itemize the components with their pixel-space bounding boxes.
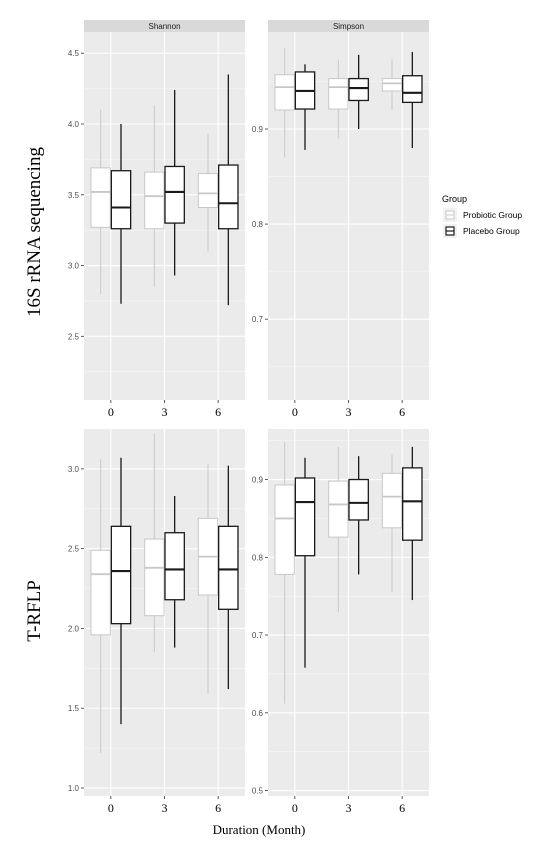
facet-strip-label: Simpson xyxy=(333,22,364,31)
box-iqr xyxy=(328,78,349,110)
y-tick-label: 3.0 xyxy=(68,262,80,271)
box-placebo-month-0 xyxy=(294,457,316,668)
box-probiotic-month-3 xyxy=(144,105,165,287)
panel-4: 0.5 0.6 0.7 0.8 0.9 0 3 6 xyxy=(252,429,429,815)
x-tick-label: 6 xyxy=(399,801,405,815)
box-iqr xyxy=(90,167,111,228)
box-iqr xyxy=(274,484,295,575)
box-probiotic-month-6 xyxy=(381,454,403,593)
box-probiotic-month-0 xyxy=(274,442,295,704)
x-tick-label: 0 xyxy=(292,405,298,419)
box-probiotic-month-3 xyxy=(144,433,165,653)
box-placebo-month-0 xyxy=(110,457,132,725)
box-probiotic-month-6 xyxy=(381,59,403,110)
box-placebo-month-3 xyxy=(348,54,369,129)
box-iqr xyxy=(402,467,423,541)
panel-3: 1.0 1.5 2.0 2.5 3.0 0 3 6 xyxy=(68,428,245,815)
facet-strip-label: Shannon xyxy=(148,22,180,31)
box-probiotic-month-6 xyxy=(197,133,219,252)
x-tick-label: 3 xyxy=(346,405,352,419)
x-tick-label: 3 xyxy=(346,801,352,815)
y-tick-label: 0.8 xyxy=(252,553,264,562)
box-iqr xyxy=(110,525,132,625)
x-tick-label: 3 xyxy=(162,801,168,815)
y-tick-label: 2.5 xyxy=(68,332,80,341)
box-iqr xyxy=(381,472,403,529)
y-tick-label: 0.8 xyxy=(252,220,264,229)
x-tick-label: 6 xyxy=(215,405,221,419)
y-tick-label: 0.7 xyxy=(252,315,264,324)
box-placebo-month-0 xyxy=(294,64,316,150)
box-iqr xyxy=(218,525,239,610)
legend-title: Group xyxy=(442,194,467,204)
box-iqr xyxy=(381,78,403,92)
x-tick-label: 0 xyxy=(108,801,114,815)
y-tick-label: 1.5 xyxy=(68,704,80,713)
legend: Group Probiotic Group Placebo Group xyxy=(442,194,522,238)
box-probiotic-month-0 xyxy=(90,459,111,753)
x-tick-label: 0 xyxy=(108,405,114,419)
box-placebo-month-6 xyxy=(218,74,239,306)
box-iqr xyxy=(164,165,185,224)
box-placebo-month-3 xyxy=(348,456,369,575)
y-tick-label: 0.9 xyxy=(252,476,264,485)
facet-strip xyxy=(268,20,429,32)
box-probiotic-month-0 xyxy=(90,109,111,294)
legend-label-probiotic: Probiotic Group xyxy=(463,210,522,220)
x-axis-title: Duration (Month) xyxy=(213,822,306,837)
y-tick-label: 3.5 xyxy=(68,191,80,200)
box-iqr xyxy=(294,477,316,557)
x-tick-label: 0 xyxy=(292,801,298,815)
box-iqr xyxy=(348,77,369,102)
box-iqr xyxy=(144,171,165,230)
box-placebo-month-6 xyxy=(402,51,423,149)
row-label-trflp: T-RFLP xyxy=(24,580,45,642)
panel-2: Simpson 0.7 0.8 0.9 0 3 6 xyxy=(252,20,429,419)
x-tick-label: 6 xyxy=(399,405,405,419)
y-tick-label: 4.0 xyxy=(68,120,80,129)
box-probiotic-month-3 xyxy=(328,59,349,139)
y-tick-label: 0.7 xyxy=(252,631,264,640)
legend-item-probiotic: Probiotic Group xyxy=(443,208,522,222)
y-tick-label: 0.9 xyxy=(252,125,264,134)
box-placebo-month-6 xyxy=(218,465,239,690)
box-placebo-month-0 xyxy=(110,124,132,304)
x-tick-label: 3 xyxy=(162,405,168,419)
box-iqr xyxy=(402,75,423,104)
box-iqr xyxy=(274,74,295,111)
box-probiotic-month-6 xyxy=(197,464,219,694)
x-tick-label: 6 xyxy=(215,801,221,815)
box-iqr xyxy=(328,480,349,538)
y-tick-label: 1.0 xyxy=(68,784,80,793)
box-placebo-month-6 xyxy=(402,446,423,601)
panel-1: Shannon 2.5 3.0 3.5 4.0 4.5 0 3 6 xyxy=(68,20,245,419)
y-tick-label: 3.0 xyxy=(68,465,80,474)
box-probiotic-month-3 xyxy=(328,446,349,612)
box-iqr xyxy=(218,164,239,230)
box-iqr xyxy=(90,549,111,636)
legend-label-placebo: Placebo Group xyxy=(463,226,520,236)
box-placebo-month-3 xyxy=(164,496,185,648)
y-tick-label: 2.5 xyxy=(68,545,80,554)
box-iqr xyxy=(110,170,132,230)
box-probiotic-month-0 xyxy=(274,48,295,158)
y-tick-label: 0.6 xyxy=(252,709,264,718)
y-tick-label: 2.0 xyxy=(68,624,80,633)
facet-strip xyxy=(84,20,245,32)
box-placebo-month-3 xyxy=(164,90,185,276)
y-tick-label: 0.5 xyxy=(252,787,264,796)
y-tick-label: 4.5 xyxy=(68,49,80,58)
box-iqr xyxy=(164,532,185,601)
box-iqr xyxy=(348,478,369,521)
box-iqr xyxy=(144,538,165,617)
box-iqr xyxy=(197,173,219,209)
legend-item-placebo: Placebo Group xyxy=(443,224,520,238)
row-label-16s: 16S rRNA sequencing xyxy=(24,147,45,317)
